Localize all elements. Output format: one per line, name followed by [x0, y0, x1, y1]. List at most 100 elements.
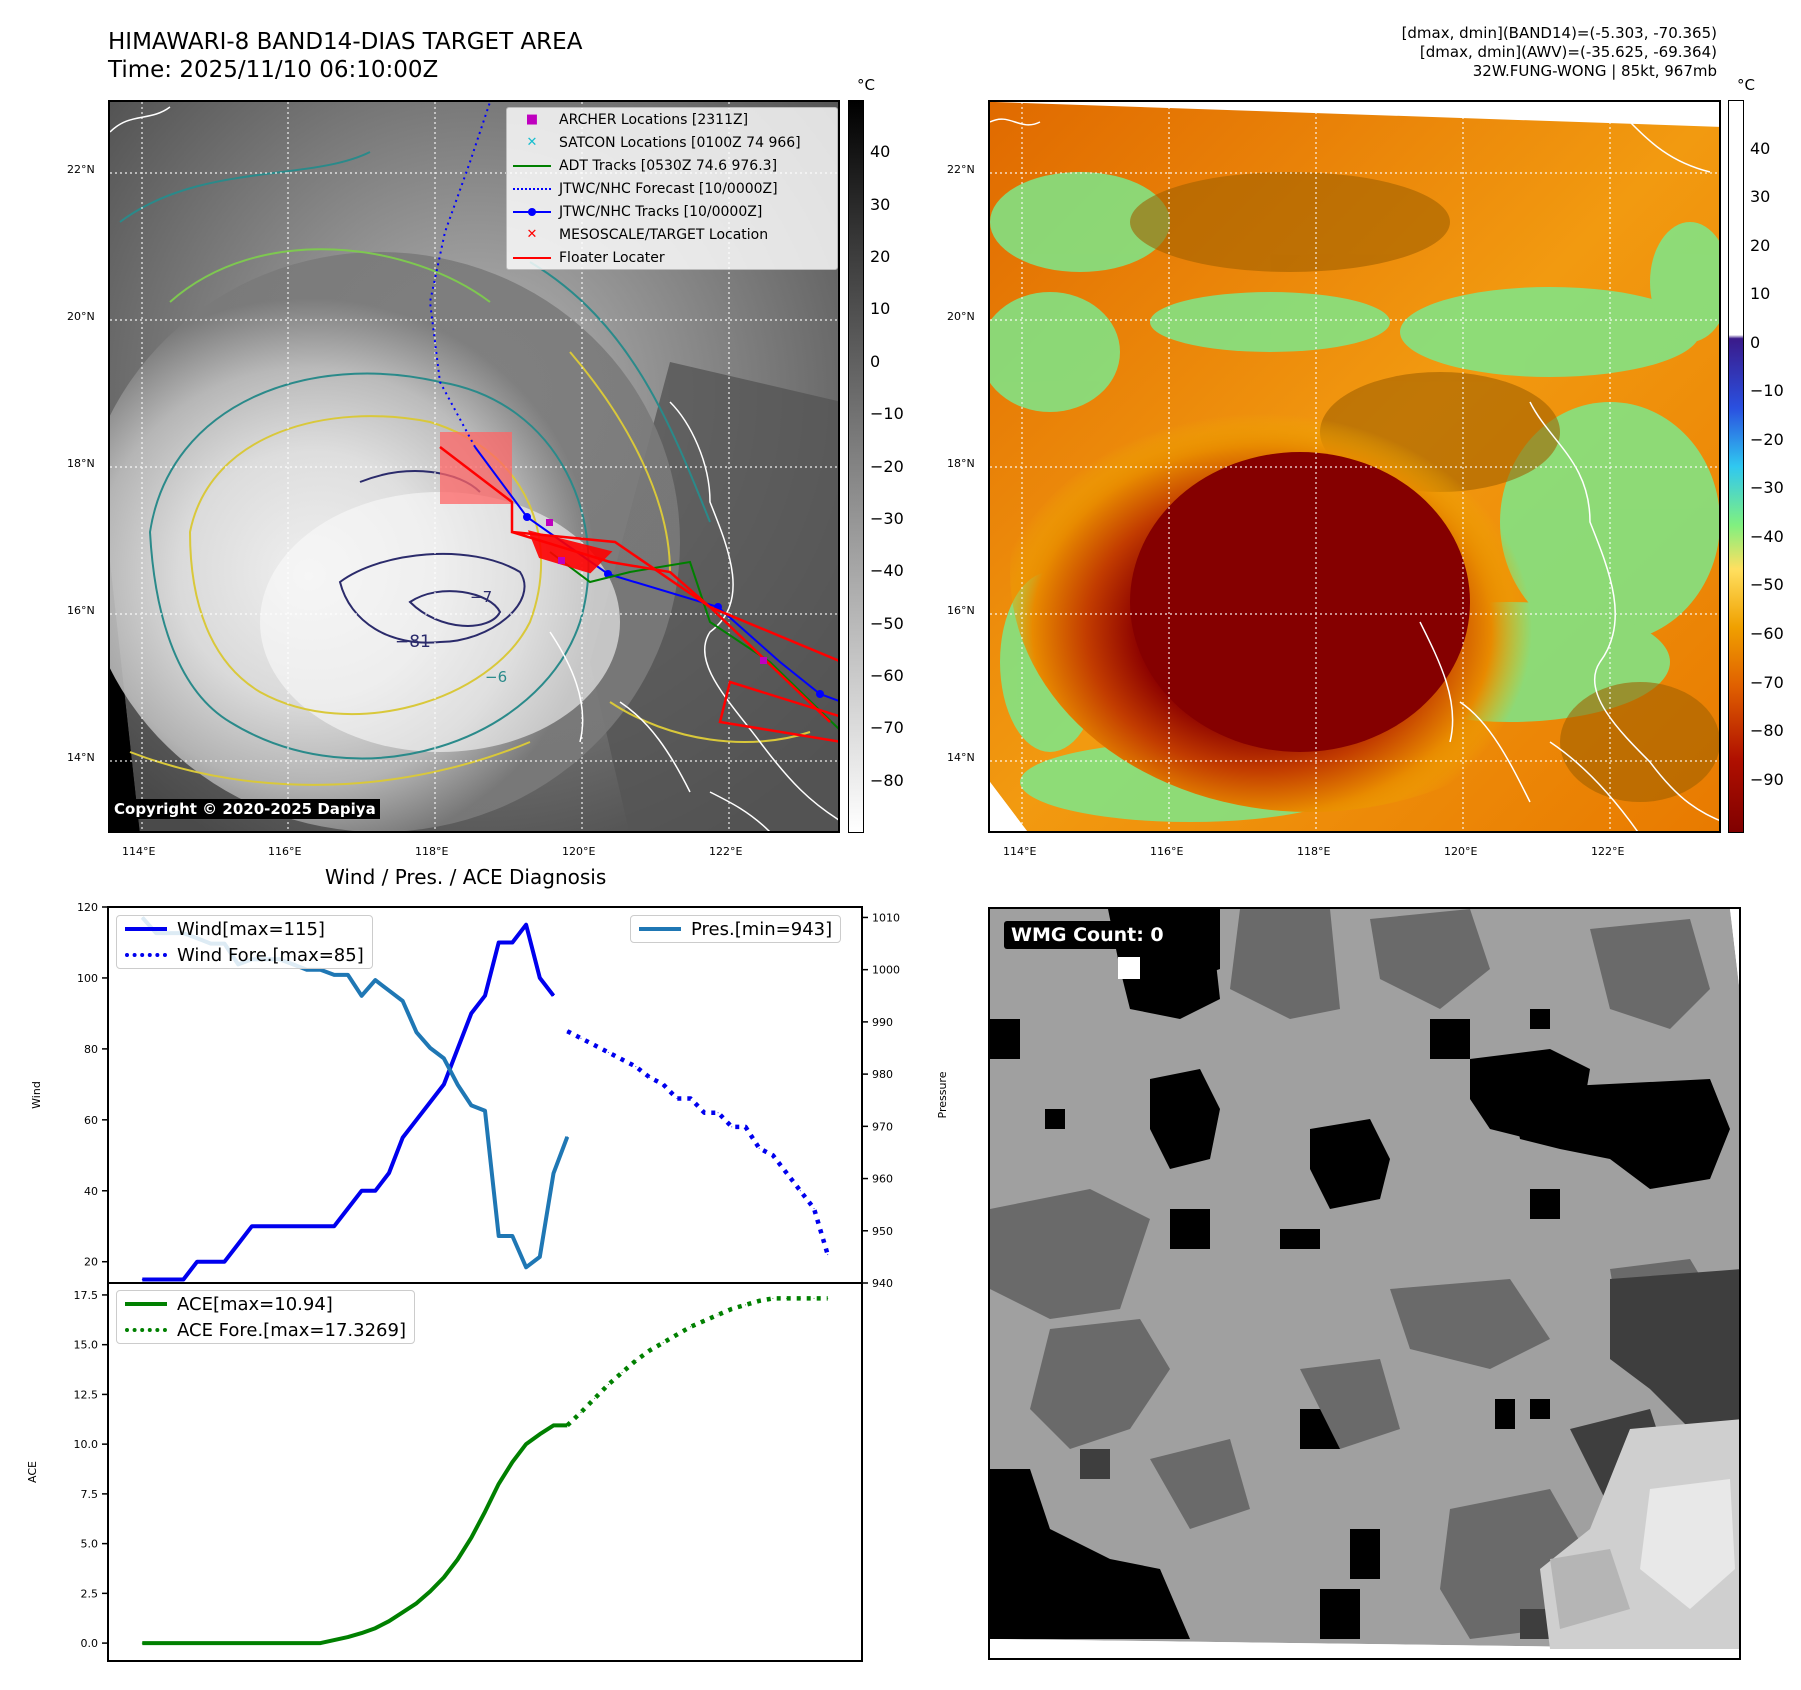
lon-tick-118e: 118°E	[415, 845, 449, 858]
data-point	[498, 941, 500, 943]
data-point	[306, 1642, 308, 1644]
series-line-1	[566, 1029, 830, 1256]
legend-ace: ACE[max=10.94]	[117, 1291, 414, 1317]
legend-entry-mesoscale: ✕ MESOSCALE/TARGET Location	[507, 223, 837, 246]
data-point	[388, 1620, 390, 1622]
awv-lat-tick-14n: 14°N	[947, 751, 975, 764]
series-line-0	[142, 1423, 568, 1646]
data-point	[553, 995, 555, 997]
ace-axis-label: ACE	[26, 1461, 39, 1483]
data-point	[786, 1297, 788, 1299]
data-point	[415, 1119, 417, 1121]
y-tick-label: 12.5	[74, 1388, 99, 1401]
y-tick-label: 60	[84, 1114, 98, 1127]
line-icon	[513, 159, 551, 173]
data-point	[717, 1112, 719, 1114]
data-point	[319, 1225, 321, 1227]
data-point	[621, 1372, 623, 1374]
line-dot-icon	[513, 205, 551, 219]
awv-colorbar-tick: −50	[1750, 575, 1784, 595]
awv-lon-tick-118e: 118°E	[1297, 845, 1331, 858]
data-point	[580, 1037, 582, 1039]
data-point	[786, 1172, 788, 1174]
pressure-legend: Pres.[min=943]	[630, 915, 842, 943]
data-point	[635, 1360, 637, 1362]
figure-timestamp: Time: 2025/11/10 06:10:00Z	[108, 57, 439, 83]
y-tick-label: 17.5	[74, 1289, 99, 1302]
legend-wind-forecast: Wind Fore.[max=85]	[117, 942, 372, 968]
data-point	[361, 995, 363, 997]
y-tick-label: 980	[872, 1068, 893, 1081]
data-point	[484, 1110, 486, 1112]
line-icon	[513, 251, 551, 265]
lon-tick-120e: 120°E	[562, 845, 596, 858]
data-point	[224, 1642, 226, 1644]
ir-colorbar	[848, 100, 864, 833]
awv-lon-tick-116e: 116°E	[1150, 845, 1184, 858]
data-point	[690, 1326, 692, 1328]
lon-tick-114e: 114°E	[122, 845, 156, 858]
awv-colorbar	[1728, 100, 1744, 833]
data-point	[361, 1632, 363, 1634]
y-tick-label: 950	[872, 1225, 893, 1238]
legend-wind: Wind[max=115]	[117, 916, 372, 942]
data-point	[566, 1424, 568, 1426]
y-tick-label: 120	[77, 901, 98, 914]
data-point	[141, 1278, 143, 1280]
data-point	[457, 1048, 459, 1050]
data-point	[278, 1225, 280, 1227]
data-point	[347, 1208, 349, 1210]
data-point	[470, 1104, 472, 1106]
data-point	[511, 1235, 513, 1237]
wmg-image	[990, 909, 1739, 1658]
y-tick-label: 0.0	[81, 1637, 99, 1650]
ir-colorbar-tick: −10	[870, 404, 904, 424]
ir-colorbar-unit: °C	[857, 76, 875, 94]
data-point	[758, 1300, 760, 1302]
data-point	[498, 1483, 500, 1485]
data-point	[333, 974, 335, 976]
legend-entry-satcon: ✕ SATCON Locations [0100Z 74 966]	[507, 131, 837, 154]
chart-title: Wind / Pres. / ACE Diagnosis	[325, 865, 607, 889]
data-point	[662, 1083, 664, 1085]
data-point	[443, 1083, 445, 1085]
awv-colorbar-tick: 20	[1750, 235, 1771, 255]
awv-colorbar-tick: −40	[1750, 526, 1784, 546]
data-point	[402, 1137, 404, 1139]
data-point	[607, 1051, 609, 1053]
square-marker-icon: ■	[525, 112, 539, 127]
ir-colorbar-tick: −60	[870, 665, 904, 685]
data-point	[374, 1627, 376, 1629]
data-point	[484, 1511, 486, 1513]
ace-series-group	[141, 1296, 829, 1646]
data-point	[594, 1397, 596, 1399]
data-point	[196, 1261, 198, 1263]
lat-tick-14n: 14°N	[67, 751, 95, 764]
data-point	[511, 1461, 513, 1463]
awv-colorbar-tick: −90	[1750, 769, 1784, 789]
data-point	[457, 1084, 459, 1086]
legend-entry-archer: ■ ARCHER Locations [2311Z]	[507, 108, 837, 131]
data-point	[470, 1537, 472, 1539]
data-point	[498, 1235, 500, 1237]
wind-legend: Wind[max=115] Wind Fore.[max=85]	[116, 915, 373, 969]
data-point	[649, 1350, 651, 1352]
map-legend: ■ ARCHER Locations [2311Z] ✕ SATCON Locati…	[506, 107, 838, 270]
data-point	[525, 1266, 527, 1268]
data-point	[333, 1225, 335, 1227]
data-point	[717, 1314, 719, 1316]
y-tick-label: 80	[84, 1043, 98, 1056]
data-point	[703, 1112, 705, 1114]
awv-lon-tick-122e: 122°E	[1591, 845, 1625, 858]
data-point	[361, 1190, 363, 1192]
data-point	[594, 1044, 596, 1046]
awv-lat-tick-20n: 20°N	[947, 310, 975, 323]
data-point	[690, 1098, 692, 1100]
data-point	[443, 1576, 445, 1578]
data-point	[306, 969, 308, 971]
y-tick-label: 940	[872, 1277, 893, 1290]
data-point	[470, 1012, 472, 1014]
legend-pressure: Pres.[min=943]	[631, 916, 840, 942]
ir-colorbar-tick: −20	[870, 456, 904, 476]
data-point	[415, 1602, 417, 1604]
